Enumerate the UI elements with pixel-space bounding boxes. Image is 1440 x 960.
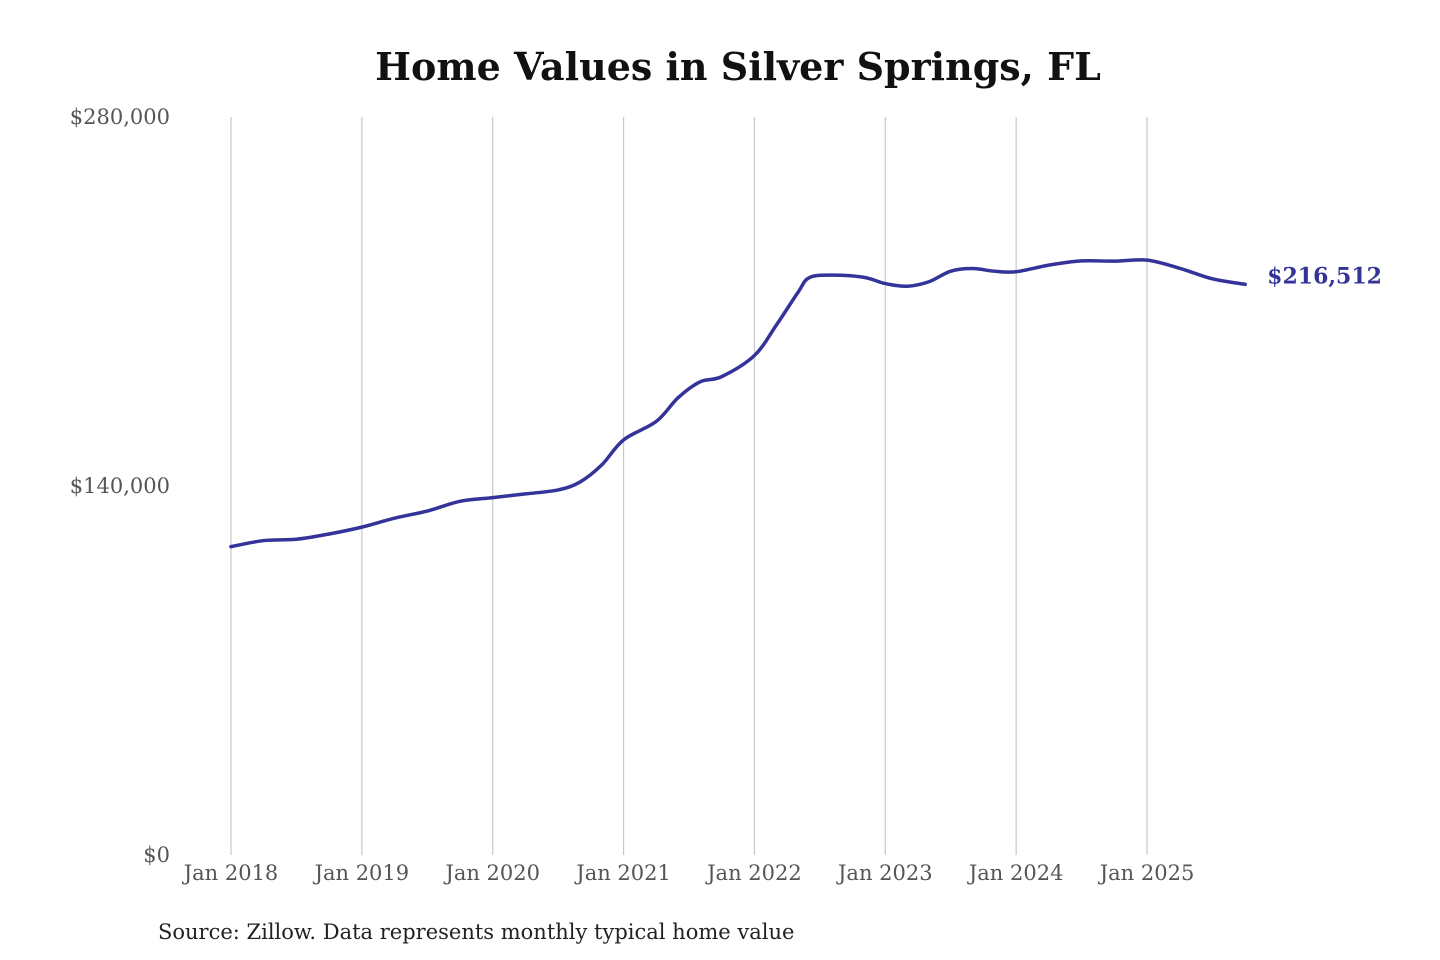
chart-title: Home Values in Silver Springs, FL [375, 44, 1101, 89]
x-tick-label: Jan 2019 [313, 861, 410, 885]
x-tick-label: Jan 2018 [182, 861, 279, 885]
source-note: Source: Zillow. Data represents monthly … [158, 920, 794, 944]
series-line [229, 258, 1247, 549]
y-tick-label: $140,000 [70, 474, 170, 498]
x-tick-label: Jan 2025 [1098, 861, 1195, 885]
x-tick-label: Jan 2023 [836, 861, 933, 885]
x-tick-label: Jan 2021 [574, 861, 671, 885]
x-tick-label: Jan 2024 [967, 861, 1064, 885]
end-value-label: $216,512 [1267, 263, 1382, 289]
x-tick-label: Jan 2022 [705, 861, 802, 885]
y-tick-label: $0 [143, 843, 170, 867]
x-tick-label: Jan 2020 [443, 861, 540, 885]
y-tick-label: $280,000 [70, 105, 170, 129]
